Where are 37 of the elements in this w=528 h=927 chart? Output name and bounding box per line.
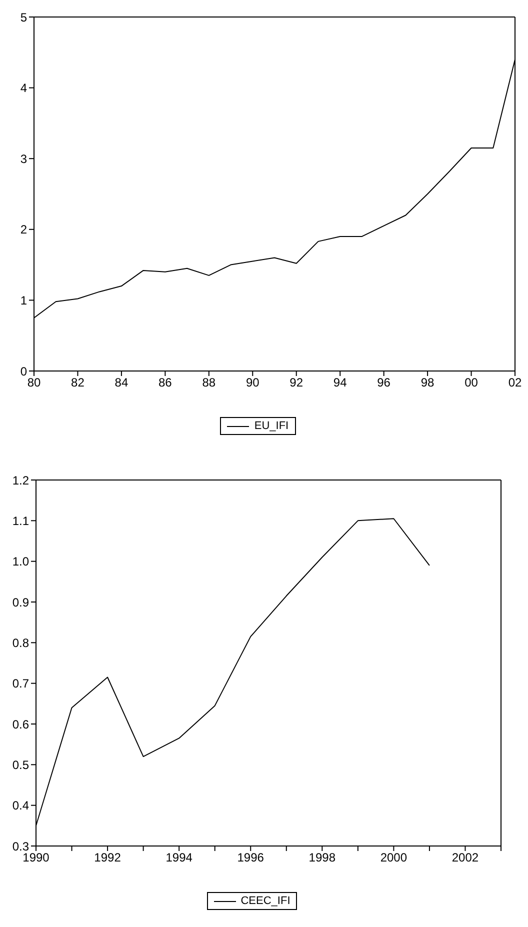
x-tick-label: 1998: [308, 850, 336, 865]
y-tick-label: 1.0: [12, 554, 30, 569]
x-tick-label: 94: [333, 376, 348, 390]
x-tick-label: 90: [246, 376, 260, 390]
y-tick-label: 0.4: [12, 798, 30, 813]
x-tick-label: 1992: [94, 850, 122, 865]
x-tick-label: 82: [71, 376, 85, 390]
y-tick-label: 0.7: [12, 676, 30, 691]
y-tick-label: 0.6: [12, 717, 30, 732]
x-tick-label: 02: [508, 376, 522, 390]
x-tick-label: 86: [158, 376, 172, 390]
y-tick-label: 0.8: [12, 636, 30, 650]
x-tick-label: 92: [290, 376, 304, 390]
y-tick-label: 0: [20, 364, 28, 378]
y-tick-label: 1.1: [12, 514, 30, 528]
x-tick-label: 84: [114, 376, 128, 390]
y-tick-label: 3: [20, 152, 28, 166]
x-tick-label: 1996: [237, 850, 264, 865]
x-tick-label: 2000: [380, 850, 408, 865]
y-tick-label: 1.2: [12, 473, 30, 488]
y-tick-label: 0.3: [12, 839, 30, 854]
legend-label: CEEC_IFI: [240, 895, 290, 907]
x-tick-label: 96: [377, 376, 391, 390]
y-tick-label: 5: [20, 10, 28, 24]
legend-label: EU_IFI: [254, 420, 289, 432]
y-tick-label: 4: [20, 81, 28, 96]
y-tick-label: 1: [20, 293, 28, 308]
y-tick-label: 0.5: [12, 758, 30, 772]
x-tick-label: 80: [27, 376, 41, 390]
x-tick-label: 1994: [166, 850, 193, 865]
x-tick-label: 00: [464, 376, 478, 390]
x-tick-label: 98: [420, 376, 435, 390]
x-tick-label: 1990: [22, 850, 50, 865]
y-tick-label: 0.9: [12, 595, 30, 610]
x-tick-label: 88: [202, 376, 216, 390]
y-tick-label: 2: [20, 222, 28, 237]
x-tick-label: 2002: [452, 850, 479, 865]
